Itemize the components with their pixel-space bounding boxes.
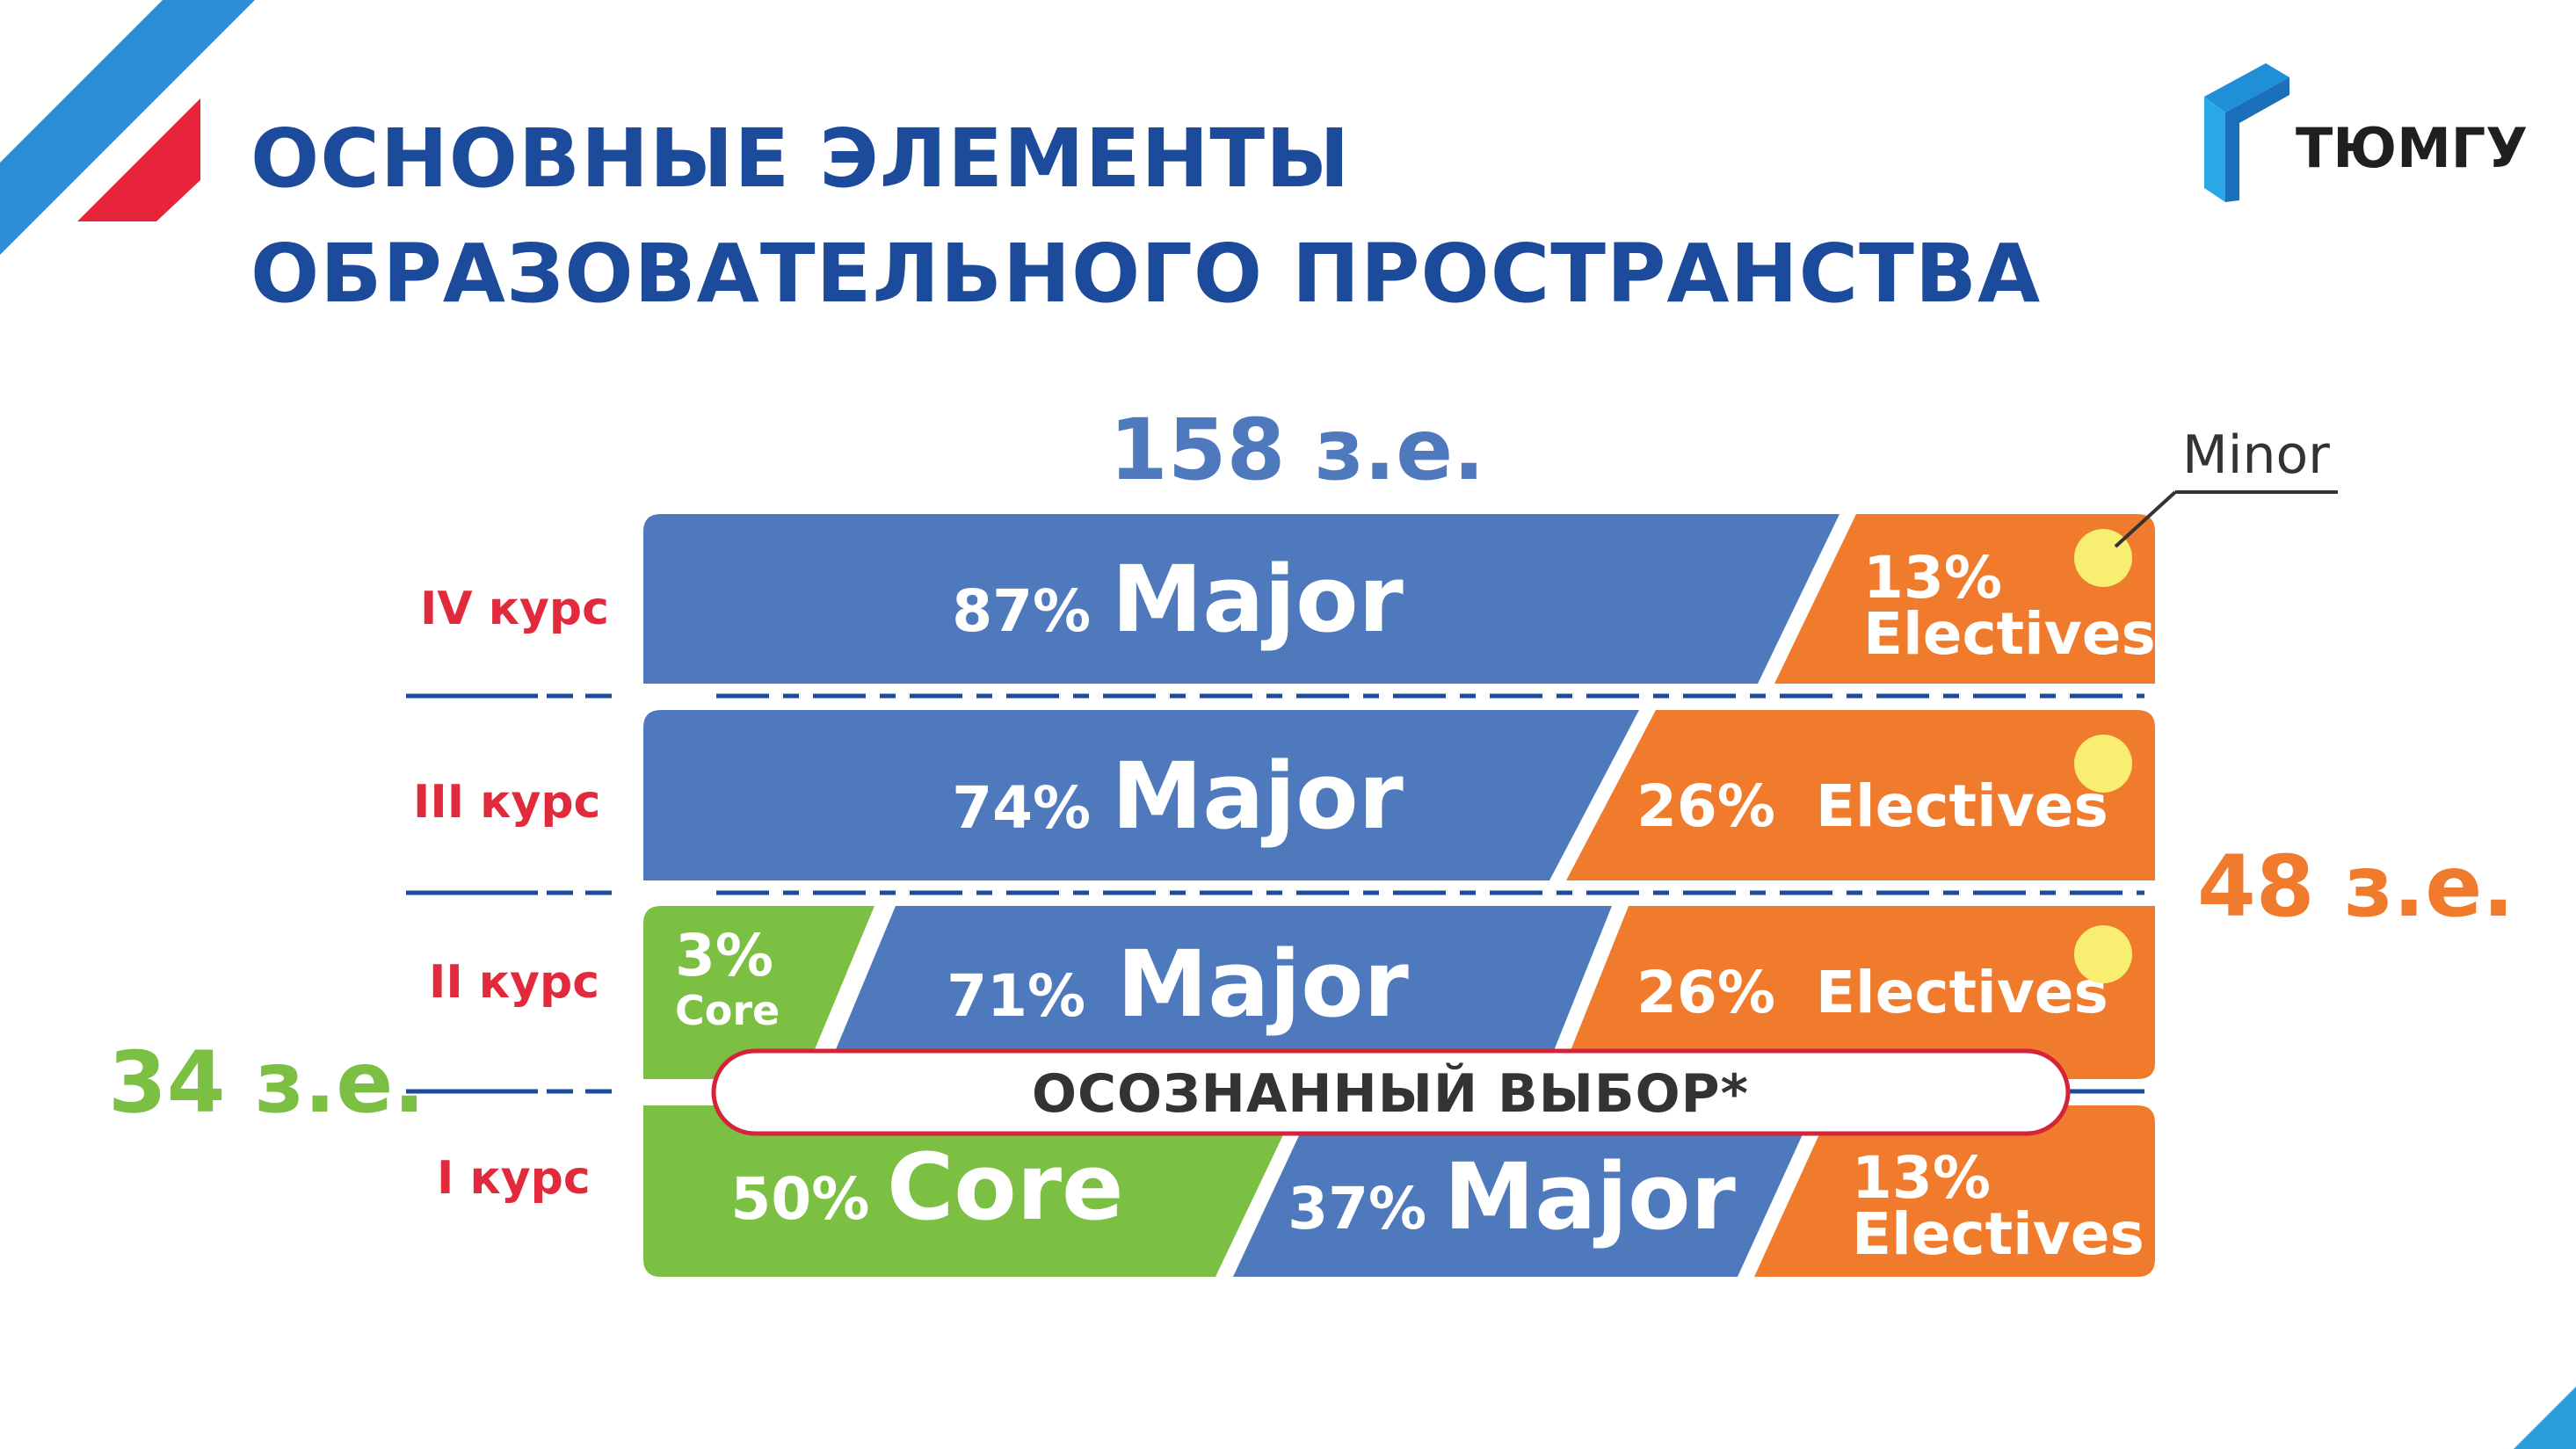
- course-i-electives-segment: [1754, 1105, 2155, 1277]
- course-iv-major-pct: 87%: [952, 577, 1091, 645]
- top-left-red-stripe: [77, 98, 200, 221]
- page-title-line2: ОБРАЗОВАТЕЛЬНОГО ПРОСТРАНСТВА: [250, 227, 2041, 321]
- course-iv-electives-name: Electives: [1863, 600, 2156, 668]
- course-label-iii: III курс: [413, 776, 600, 829]
- course-i-major-label: 37% Major: [1288, 1143, 1736, 1250]
- course-ii-major-pct: 71%: [947, 962, 1085, 1030]
- course-i-major-segment: [1233, 1105, 1816, 1277]
- course-iii-major-pct: 74%: [952, 774, 1091, 842]
- page-title-line1: ОСНОВНЫЕ ЭЛЕМЕНТЫ: [250, 112, 1351, 206]
- minor-dot: [2074, 925, 2132, 983]
- course-i-core-label: 50% Core: [730, 1134, 1123, 1241]
- bottom-right-blue-stripe: [2514, 1387, 2576, 1449]
- course-ii-major-name: Major: [1117, 931, 1409, 1038]
- course-i-electives-pct: 13%: [1852, 1144, 1991, 1212]
- conscious-choice-label: ОСОЗНАННЫЙ ВЫБОР*: [1032, 1061, 1749, 1125]
- course-ii-electives-segment: [1559, 906, 2155, 1079]
- course-iii-electives-label: 26% Electives: [1636, 772, 2108, 840]
- course-label-iv: IV курс: [420, 583, 609, 635]
- conscious-choice-banner: [711, 1048, 2071, 1136]
- course-iv-electives-pct: 13%: [1863, 544, 2002, 612]
- electives-total: 48 з.е.: [2197, 837, 2514, 936]
- core-total: 34 з.е.: [108, 1033, 425, 1132]
- course-i-core-segment: [643, 1105, 1297, 1277]
- course-ii-core-segment: [643, 906, 874, 1079]
- minor-callout-leader: [2114, 490, 2177, 548]
- minor-label: Minor: [2182, 424, 2330, 486]
- top-left-blue-stripe: [0, 0, 255, 255]
- course-i-core-name: Core: [887, 1134, 1124, 1241]
- minor-dot: [2074, 735, 2132, 793]
- course-iv-major-name: Major: [1112, 546, 1404, 653]
- course-iii-major-label: 74% Major: [952, 743, 1404, 850]
- course-i-electives-name: Electives: [1852, 1200, 2144, 1268]
- course-ii-major-segment: [824, 906, 1612, 1079]
- course-i-core-pct: 50%: [730, 1165, 869, 1233]
- course-iii-major-segment: [643, 710, 1639, 880]
- course-ii-core-name: Core: [675, 987, 780, 1034]
- course-label-ii: II курс: [429, 956, 599, 1009]
- course-i-major-pct: 37%: [1288, 1175, 1426, 1243]
- course-ii-major-label: 71% Major: [947, 931, 1409, 1038]
- course-label-i: I курс: [437, 1152, 591, 1205]
- course-ii-core-pct: 3%: [675, 922, 773, 989]
- course-iv-electives-segment: [1774, 514, 2155, 684]
- course-iv-major-segment: [643, 514, 1839, 684]
- major-total: 158 з.е.: [1109, 401, 1485, 499]
- course-i-major-name: Major: [1444, 1143, 1736, 1250]
- logo-text: ТЮМГУ: [2296, 116, 2528, 180]
- course-iii-major-name: Major: [1112, 743, 1404, 850]
- course-iv-major-label: 87% Major: [952, 546, 1404, 653]
- course-iii-electives-segment: [1566, 710, 2155, 880]
- course-ii-electives-label: 26% Electives: [1636, 959, 2108, 1026]
- tyumgu-logo-icon: [2204, 63, 2289, 202]
